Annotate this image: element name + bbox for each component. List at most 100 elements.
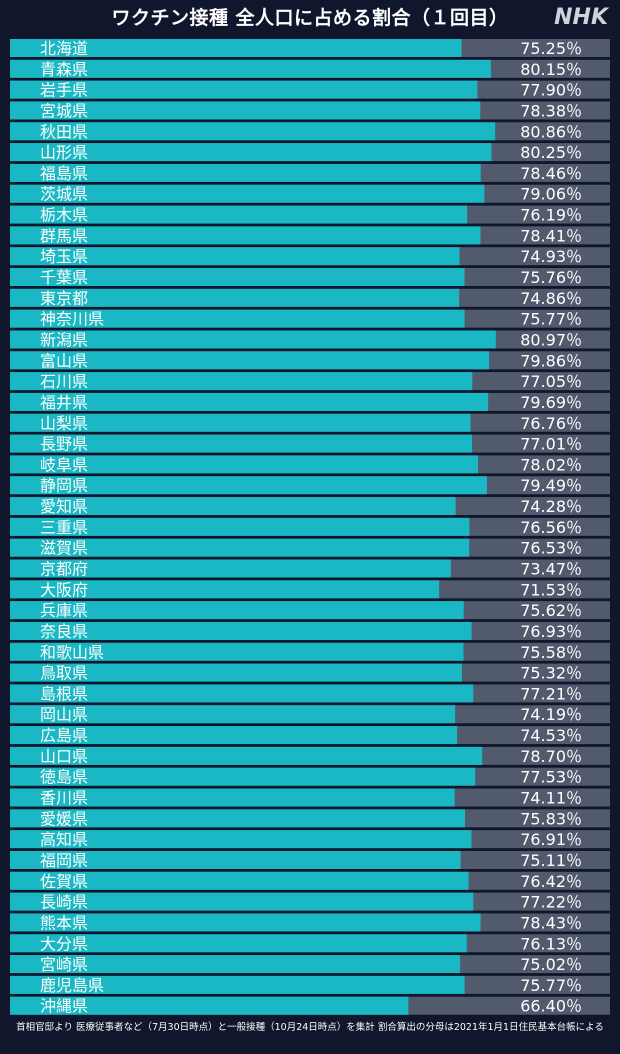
bar-row: 兵庫県 75.62％ xyxy=(10,601,610,620)
bar-row: 山口県 78.70％ xyxy=(10,746,610,766)
bar-row: 岡山県 74.19％ xyxy=(10,705,610,724)
bar-row: 山形県 80.25％ xyxy=(10,143,610,162)
bar xyxy=(10,746,483,765)
category-label: 岐阜県 xyxy=(40,455,88,474)
category-label: 奈良県 xyxy=(40,622,88,641)
value-label: 78.02％ xyxy=(520,455,582,474)
value-label: 76.56％ xyxy=(520,518,582,537)
bar xyxy=(10,59,491,78)
bar-row: 奈良県 76.93％ xyxy=(10,621,610,641)
category-label: 山口県 xyxy=(40,747,88,766)
bar xyxy=(10,497,456,516)
bar-row: 徳島県 77.53％ xyxy=(10,767,610,787)
value-label: 74.19％ xyxy=(520,705,582,724)
value-label: 74.28％ xyxy=(520,497,582,516)
bar xyxy=(10,684,474,703)
bar-row: 石川県 77.05％ xyxy=(10,372,610,391)
bar-row: 埼玉県 74.93％ xyxy=(10,247,610,266)
bar-row: 愛知県 74.28％ xyxy=(10,497,610,516)
bar xyxy=(10,705,456,724)
bar xyxy=(10,913,481,932)
category-label: 滋賀県 xyxy=(40,539,88,558)
value-label: 76.76％ xyxy=(520,414,582,433)
category-label: 長野県 xyxy=(40,435,88,454)
category-label: 栃木県 xyxy=(40,206,88,225)
category-label: 宮崎県 xyxy=(40,955,88,974)
bar xyxy=(10,892,474,911)
value-label: 80.25％ xyxy=(520,143,582,162)
value-label: 76.42％ xyxy=(520,872,582,891)
bar xyxy=(10,830,472,849)
bar-row: 静岡県 79.49％ xyxy=(10,476,610,495)
value-label: 75.02％ xyxy=(520,955,582,974)
category-label: 京都府 xyxy=(40,560,88,579)
bar-row: 茨城県 79.06％ xyxy=(10,184,610,204)
category-label: 兵庫県 xyxy=(40,601,88,620)
value-label: 75.77％ xyxy=(520,976,582,995)
bar-row: 福井県 79.69％ xyxy=(10,392,610,412)
bar-row: 福島県 78.46％ xyxy=(10,163,610,183)
bar xyxy=(10,850,461,869)
value-label: 75.83％ xyxy=(520,809,582,828)
category-label: 新潟県 xyxy=(40,330,88,349)
bar-row: 長崎県 77.22％ xyxy=(10,892,610,912)
bar xyxy=(10,476,487,495)
category-label: 岩手県 xyxy=(40,81,88,100)
bar xyxy=(10,351,490,370)
value-label: 80.86％ xyxy=(520,122,582,141)
value-label: 77.53％ xyxy=(520,768,582,787)
category-label: 山形県 xyxy=(40,143,88,162)
value-label: 80.15％ xyxy=(520,60,582,79)
category-label: 千葉県 xyxy=(40,268,88,287)
category-label: 大分県 xyxy=(40,934,88,953)
value-label: 74.93％ xyxy=(520,247,582,266)
bar-row: 広島県 74.53％ xyxy=(10,726,610,745)
bar xyxy=(10,143,492,162)
value-label: 79.86％ xyxy=(520,351,582,370)
bar xyxy=(10,392,489,411)
category-label: 秋田県 xyxy=(40,122,88,141)
value-label: 77.01％ xyxy=(520,435,582,454)
bar xyxy=(10,788,455,807)
bar xyxy=(10,226,481,245)
value-label: 71.53％ xyxy=(520,580,582,599)
bar-row: 新潟県 80.97％ xyxy=(10,330,610,349)
bar-row: 栃木県 76.19％ xyxy=(10,205,610,225)
bar xyxy=(10,809,465,828)
bar-row: 神奈川県 75.77％ xyxy=(10,309,610,329)
bar xyxy=(10,288,460,307)
value-label: 75.58％ xyxy=(520,643,582,662)
bar xyxy=(10,205,468,224)
category-label: 佐賀県 xyxy=(40,872,88,891)
bar-row: 群馬県 78.41％ xyxy=(10,226,610,245)
bar-row: 千葉県 75.76％ xyxy=(10,268,610,287)
bar-row: 沖縄県 66.40％ xyxy=(10,996,610,1016)
category-label: 鹿児島県 xyxy=(40,976,104,995)
bar xyxy=(10,955,461,974)
value-label: 73.47％ xyxy=(520,560,582,579)
bar xyxy=(10,642,464,661)
category-label: 福岡県 xyxy=(40,851,88,870)
bar xyxy=(10,80,478,99)
bar xyxy=(10,101,481,120)
value-label: 77.90％ xyxy=(520,81,582,100)
value-label: 80.97％ xyxy=(520,330,582,349)
bar-row: 宮城県 78.38％ xyxy=(10,101,610,120)
value-label: 76.19％ xyxy=(520,206,582,225)
bar-row: 山梨県 76.76％ xyxy=(10,413,610,433)
bar-row: 長野県 77.01％ xyxy=(10,434,610,454)
category-label: 熊本県 xyxy=(40,913,88,932)
category-label: 群馬県 xyxy=(40,226,88,245)
bar xyxy=(10,580,440,599)
category-label: 宮城県 xyxy=(40,101,88,120)
bar-row: 東京都 74.86％ xyxy=(10,288,610,308)
bar xyxy=(10,601,464,620)
value-label: 77.21％ xyxy=(520,684,582,703)
bar xyxy=(10,975,465,994)
category-label: 大阪府 xyxy=(40,580,88,599)
bar-row: 大分県 76.13％ xyxy=(10,934,610,953)
bar-row: 佐賀県 76.42％ xyxy=(10,871,610,891)
category-label: 福島県 xyxy=(40,164,88,183)
bar xyxy=(10,663,462,682)
